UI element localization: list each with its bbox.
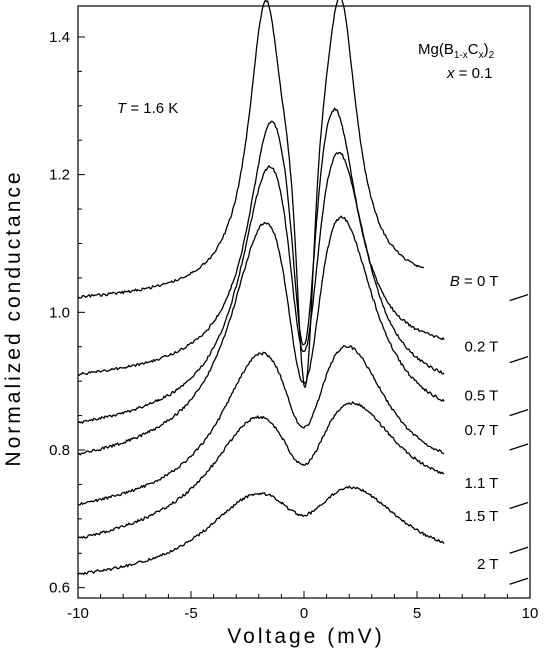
y-tick-label: 1.4 bbox=[49, 29, 70, 46]
curve-label-0: B = 0 T bbox=[450, 273, 499, 290]
x-tick-label: 0 bbox=[300, 605, 308, 622]
curve-3 bbox=[77, 215, 445, 456]
curve-0 bbox=[77, 0, 425, 389]
curve-tail-1 bbox=[509, 355, 529, 364]
curve-1 bbox=[77, 107, 445, 376]
plot-border bbox=[77, 5, 531, 599]
curve-label-5: 1.5 T bbox=[464, 508, 498, 525]
material-formula: Mg(B1-xCx)2 bbox=[418, 41, 495, 61]
y-tick-label: 0.6 bbox=[49, 580, 70, 597]
x-tick-label: -5 bbox=[184, 605, 197, 622]
y-tick-label: 1.2 bbox=[49, 167, 70, 184]
y-tick-label: 1.0 bbox=[49, 304, 70, 321]
curve-6 bbox=[77, 485, 445, 576]
axis-ticks bbox=[77, 36, 531, 598]
y-axis-label: Normalized conductance bbox=[2, 169, 25, 466]
curve-tail-6 bbox=[509, 577, 529, 585]
axis-tick-labels: -10 -5 0 5 10 0.6 0.8 1.0 1.2 1.4 bbox=[49, 29, 538, 622]
composition-label: x = 0.1 bbox=[446, 65, 492, 82]
curve-label-4: 1.1 T bbox=[464, 475, 498, 492]
y-tick-label: 0.8 bbox=[49, 442, 70, 459]
x-tick-label: 10 bbox=[522, 605, 539, 622]
curve-tail-2 bbox=[509, 408, 529, 417]
curve-4 bbox=[78, 345, 445, 506]
curves-group bbox=[77, 0, 529, 585]
curve-label-2: 0.5 T bbox=[464, 387, 498, 404]
curve-5 bbox=[77, 401, 445, 539]
curve-tail-3 bbox=[509, 443, 529, 451]
x-tick-label: 5 bbox=[413, 605, 421, 622]
curve-label-1: 0.2 T bbox=[464, 339, 498, 356]
x-tick-label: -10 bbox=[67, 605, 89, 622]
curve-label-6: 2 T bbox=[477, 556, 498, 573]
curve-tail-5 bbox=[509, 546, 529, 554]
curve-2 bbox=[77, 151, 445, 424]
curve-labels-group: B = 0 T 0.2 T 0.5 T 0.7 T 1.1 T 1.5 T 2 T bbox=[450, 273, 499, 573]
curve-tail-4 bbox=[509, 501, 529, 510]
x-axis-label: Voltage (mV) bbox=[227, 625, 384, 648]
curve-label-3: 0.7 T bbox=[464, 422, 498, 439]
curve-tail-0 bbox=[509, 294, 529, 302]
plot-frame bbox=[77, 5, 531, 599]
temperature-label: T = 1.6 K bbox=[117, 100, 178, 117]
